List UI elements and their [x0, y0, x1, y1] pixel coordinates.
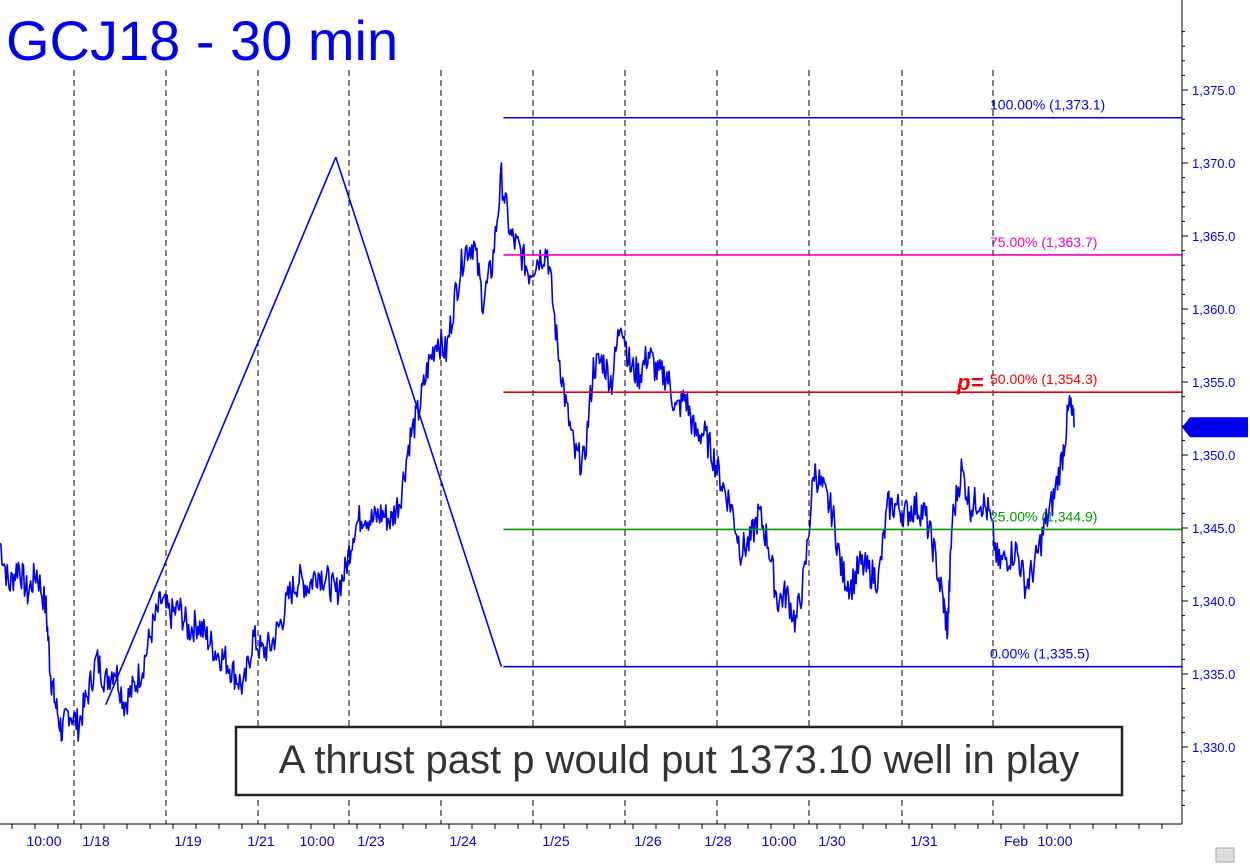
x-tick-label-9: 1/28	[704, 833, 731, 849]
y-tick-label-8: 1,335.0	[1192, 667, 1235, 682]
x-tick-label-3: 1/21	[247, 833, 274, 849]
x-tick-label-5: 1/23	[357, 833, 384, 849]
x-tick-label-7: 1/25	[542, 833, 569, 849]
chart-title: GCJ18 - 30 min	[6, 9, 398, 72]
x-tick-label-13: Feb	[1004, 833, 1028, 849]
x-tick-label-14: 10:00	[1037, 833, 1072, 849]
x-tick-label-1: 1/18	[82, 833, 109, 849]
annotation-frame	[234, 725, 1124, 797]
x-tick-label-12: 1/31	[910, 833, 937, 849]
y-tick-label-0: 1,375.0	[1192, 83, 1235, 98]
session-gridlines	[73, 70, 994, 824]
y-tick-label-5: 1,350.0	[1192, 448, 1235, 463]
annotation-text: A thrust past p would put 1373.10 well i…	[279, 738, 1080, 782]
price-line	[0, 162, 1075, 742]
fib-label-4: 0.00% (1,335.5)	[990, 646, 1090, 662]
x-axis: 10:00 1/18 1/19 1/21 10:00 1/23 1/24 1/25 1/26 1/…	[0, 823, 1182, 849]
x-tick-label-10: 10:00	[761, 833, 796, 849]
fib-label-0: 100.00% (1,373.1)	[990, 97, 1105, 113]
fib-label-3: 25.00% (1,344.9)	[990, 508, 1097, 524]
fibonacci-levels: 100.00% (1,373.1) 75.00% (1,363.7) 50.00% …	[503, 97, 1182, 668]
y-tick-label-9: 1,330.0	[1192, 740, 1235, 755]
last-price-badge: 1,351.9	[1182, 417, 1248, 438]
y-tick-label-1: 1,370.0	[1192, 156, 1235, 171]
y-axis: 1,375.0 1,370.0 1,365.0 1,360.0 1,355.0 1,350…	[1181, 0, 1235, 824]
x-tick-label-0: 10:00	[26, 833, 61, 849]
x-tick-label-2: 1/19	[174, 833, 201, 849]
last-price-tag	[1182, 417, 1248, 438]
y-tick-label-3: 1,360.0	[1192, 302, 1235, 317]
annotation-box: A thrust past p would put 1373.10 well i…	[234, 725, 1124, 797]
swing-line-0	[105, 156, 337, 705]
swing-lines	[105, 156, 503, 705]
y-tick-label-4: 1,355.0	[1192, 375, 1235, 390]
x-tick-label-6: 1/24	[449, 833, 476, 849]
y-tick-label-7: 1,340.0	[1192, 594, 1235, 609]
x-tick-label-11: 1/30	[818, 833, 845, 849]
y-tick-label-2: 1,365.0	[1192, 229, 1235, 244]
pivot-marker: p=	[956, 370, 983, 395]
fib-label-2: 50.00% (1,354.3)	[990, 371, 1097, 387]
scrollbar-thumb[interactable]	[1215, 847, 1235, 863]
x-tick-label-8: 1/26	[634, 833, 661, 849]
y-tick-label-6: 1,345.0	[1192, 521, 1235, 536]
last-price-label: 1,351.9	[1193, 420, 1236, 435]
price-series	[0, 162, 1075, 742]
fib-label-1: 75.00% (1,363.7)	[990, 234, 1097, 250]
swing-line-1	[335, 156, 503, 667]
x-tick-label-4: 10:00	[299, 833, 334, 849]
